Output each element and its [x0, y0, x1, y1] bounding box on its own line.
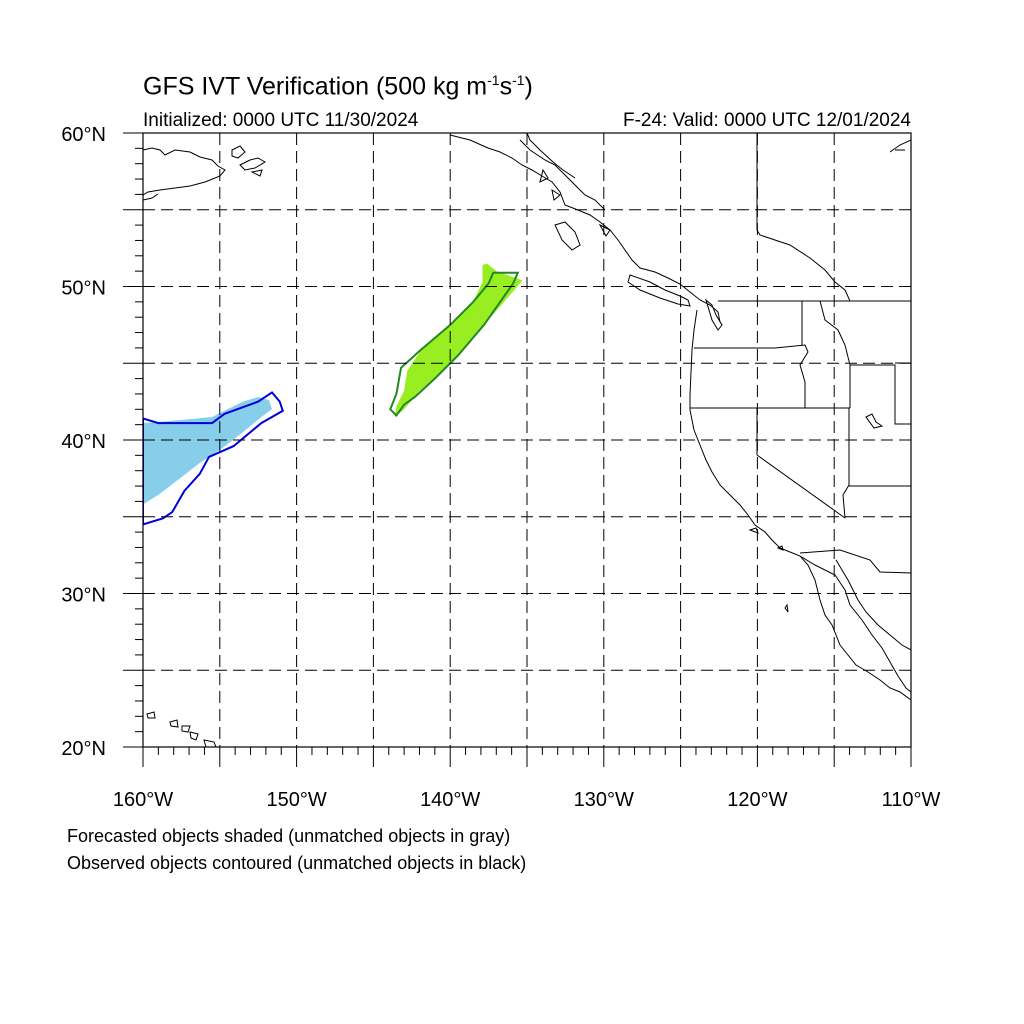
observed-ivt-contour	[389, 271, 520, 417]
lon-label: 140°W	[420, 789, 480, 811]
observed-ivt-contour	[143, 391, 285, 526]
map-title: GFS IVT Verification (500 kg m-1s-1)	[143, 72, 533, 101]
lon-label: 150°W	[266, 789, 326, 811]
axis-labels: 60°N 50°N 40°N 30°N 20°N 160°W 150°W 140°W 130°W…	[61, 124, 940, 811]
lon-label: 160°W	[113, 789, 173, 811]
lat-label: 50°N	[61, 278, 106, 300]
lat-label: 30°N	[61, 585, 106, 607]
forecast-ivt-object	[143, 397, 272, 505]
ivt-objects-layer	[143, 263, 523, 526]
baja-coast	[799, 555, 911, 693]
axis-ticks	[123, 132, 912, 767]
coastlines-and-borders	[143, 133, 911, 747]
lon-label: 130°W	[574, 789, 634, 811]
observed-legend-note: Observed objects contoured (unmatched ob…	[67, 853, 527, 873]
forecast-legend-note: Forecasted objects shaded (unmatched obj…	[67, 826, 511, 846]
lon-label: 120°W	[727, 789, 787, 811]
lat-label: 20°N	[61, 738, 106, 760]
initialized-label: Initialized: 0000 UTC 11/30/2024	[143, 110, 419, 131]
us-west-coast	[689, 309, 911, 701]
graticule	[143, 133, 911, 747]
valid-time-label: F-24: Valid: 0000 UTC 12/01/2024	[623, 110, 911, 131]
plot-frame	[142, 132, 912, 748]
hawaii-islands	[146, 711, 156, 719]
forecast-ivt-object	[394, 263, 523, 417]
lon-label: 110°W	[882, 789, 941, 811]
northwest-coast	[449, 134, 721, 323]
lat-label: 40°N	[61, 431, 106, 453]
alaska-coast	[143, 147, 226, 196]
lat-label: 60°N	[61, 124, 106, 146]
